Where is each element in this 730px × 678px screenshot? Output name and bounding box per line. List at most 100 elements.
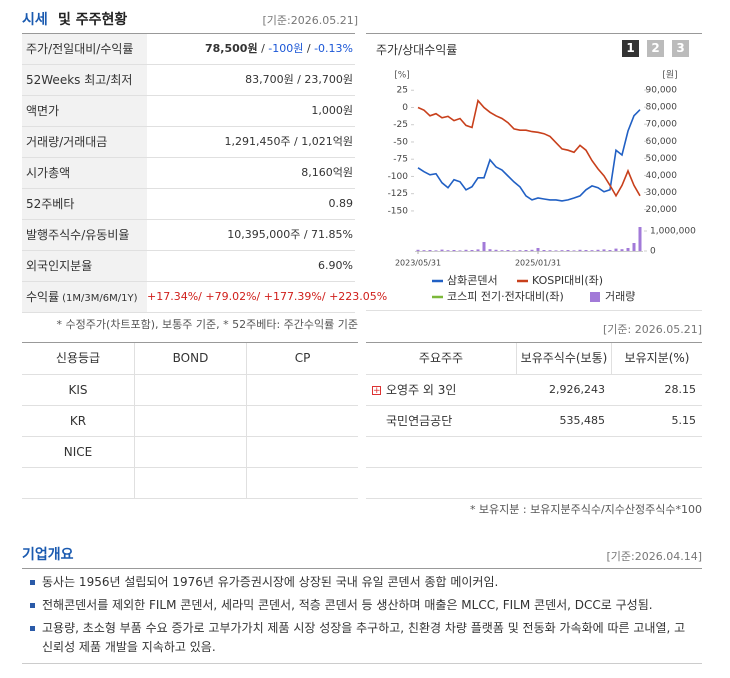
y-tick-label: -75 — [393, 155, 408, 165]
table-cell: KIS — [68, 383, 88, 397]
volume-bar — [422, 250, 426, 251]
axis-unit: [%] — [394, 71, 410, 81]
date-label: [기준:2026.04.14] — [606, 550, 702, 563]
table-row — [366, 468, 702, 499]
y2-tick-label: 60,000 — [646, 137, 678, 147]
section-title: 및 주주현황 — [58, 12, 128, 28]
holder-value: 28.15 — [664, 383, 697, 396]
chart-button[interactable]: 2 — [647, 40, 664, 57]
overview-text: 고용량, 초소형 부품 수요 증가로 고부가가치 제품 시장 성장을 추구하고,… — [42, 621, 686, 654]
section-title: 기업개요 — [22, 547, 74, 563]
footnote: * 수정주가(차트포함), 보통주 기준, * 52주베타: 주간수익률 기준 — [56, 318, 358, 331]
series-line — [417, 98, 641, 198]
stat-value: 8,160억원 — [147, 158, 355, 188]
stat-value: 6.90% — [147, 251, 355, 281]
volume-bar — [584, 250, 588, 251]
volume-bar — [548, 250, 552, 251]
volume-bar — [590, 250, 594, 251]
volume-bar — [578, 249, 582, 251]
stat-row: 외국인지분율 6.90% — [22, 251, 355, 282]
volume-bar — [626, 248, 630, 251]
volume-bar — [566, 250, 570, 251]
overview-box: 동사는 1956년 설립되어 1976년 유가증권시장에 상장된 국내 유일 콘… — [22, 568, 702, 664]
stat-value-part: 1,291,450주 / 1,021억원 — [224, 135, 353, 148]
y-tick-label: 0 — [402, 103, 408, 113]
bullet — [30, 580, 35, 585]
volume-bar — [488, 249, 492, 251]
stat-label: 액면가 — [22, 96, 147, 126]
y2-tick-label: 90,000 — [646, 86, 678, 96]
overview-text: 동사는 1956년 설립되어 1976년 유가증권시장에 상장된 국내 유일 콘… — [42, 575, 499, 589]
footnote: * 보유지분 : 보유지분주식수/지수산정주식수*100 — [469, 503, 702, 516]
volume-bar — [434, 250, 438, 251]
table-cell: 국민연금공단 — [366, 406, 516, 436]
section-title: 시세 — [22, 12, 48, 28]
chart-button[interactable]: 1 — [622, 40, 639, 57]
holders-table: 주요주주 보유주식수(보통) 보유지분(%) + 오영주 외 3인 2,926,243 28… — [366, 342, 702, 499]
stat-value-part: 83,700원 / 23,700원 — [245, 73, 353, 86]
table-row: NICE — [22, 437, 358, 468]
volume-bar — [452, 250, 456, 251]
volume-bar — [440, 249, 444, 251]
legend-label: 코스피 전기·전자대비(좌) — [447, 290, 564, 303]
expand-icon[interactable]: + — [372, 386, 381, 396]
y2-tick-label: 30,000 — [646, 188, 678, 198]
stat-row: 52주베타 0.89 — [22, 189, 355, 220]
table-cell: 5.15 — [611, 406, 702, 436]
credit-table: 신용등급 BOND CP KIS KR NICE — [22, 342, 358, 499]
stat-row: 주가/전일대비/수익률 78,500원 / -100원 / -0.13% — [22, 34, 355, 65]
stat-value: 1,291,450주 / 1,021억원 — [147, 127, 355, 157]
holder-name: 오영주 외 3인 — [386, 383, 457, 397]
volume-bar — [614, 248, 618, 251]
overview-item: 고용량, 초소형 부품 수요 증가로 고부가가치 제품 시장 성장을 추구하고,… — [22, 619, 702, 657]
overview-text: 전해콘덴서를 제외한 FILM 콘덴서, 세라믹 콘덴서, 적층 콘덴서 등 생… — [42, 598, 653, 612]
table-cell: 28.15 — [611, 375, 702, 405]
stat-row: 발행주식수/유동비율 10,395,000주 / 71.85% — [22, 220, 355, 251]
volume-bar — [494, 249, 498, 251]
table-row — [22, 468, 358, 499]
volume-bar — [542, 250, 546, 251]
overview-item: 전해콘덴서를 제외한 FILM 콘덴서, 세라믹 콘덴서, 적층 콘덴서 등 생… — [22, 596, 702, 615]
y-tick-label: -100 — [388, 172, 409, 182]
x-tick-label: 2025/01/31 — [515, 259, 561, 268]
table-header: 주요주주 — [418, 351, 464, 365]
table-row — [366, 437, 702, 468]
stat-value: 10,395,000주 / 71.85% — [147, 220, 355, 250]
bullet — [30, 626, 35, 631]
table-cell: KR — [69, 414, 87, 428]
volume-bar — [602, 249, 606, 251]
volume-bar — [428, 250, 432, 251]
table-cell: 535,485 — [516, 406, 611, 436]
x-tick-label: 2023/05/31 — [395, 259, 441, 268]
y-tick-label: 25 — [397, 86, 408, 96]
table-cell — [134, 406, 246, 436]
stat-label: 수익률 (1M/3M/6M/1Y) — [22, 282, 147, 312]
y2-tick-label: 80,000 — [646, 103, 678, 113]
table-cell — [366, 468, 516, 498]
table-cell — [134, 375, 246, 405]
stat-row: 52Weeks 최고/최저 83,700원 / 23,700원 — [22, 65, 355, 96]
table-cell — [246, 468, 358, 498]
stat-label: 52주베타 — [22, 189, 147, 219]
stat-row: 수익률 (1M/3M/6M/1Y) +17.34%/ +79.02%/ +177.3… — [22, 282, 387, 313]
series-line — [417, 109, 641, 202]
table-cell — [611, 437, 702, 467]
volume-bar — [446, 250, 450, 251]
table-header: 신용등급 — [55, 351, 101, 365]
y2-tick-label: 50,000 — [646, 154, 678, 164]
volume-bar — [470, 250, 474, 251]
table-cell: NICE — [63, 445, 93, 459]
chart-button[interactable]: 3 — [672, 40, 689, 57]
volume-bar — [416, 249, 420, 251]
stat-row: 거래량/거래대금 1,291,450주 / 1,021억원 — [22, 127, 355, 158]
y2-tick-label: 40,000 — [646, 171, 678, 181]
volume-bar — [572, 250, 576, 251]
stat-label: 시가총액 — [22, 158, 147, 188]
chart-panel — [366, 33, 702, 311]
overview-item: 동사는 1956년 설립되어 1976년 유가증권시장에 상장된 국내 유일 콘… — [22, 573, 702, 592]
volume-bar — [638, 227, 642, 251]
date-label: [기준: 2026.05.21] — [602, 323, 702, 336]
chart-title: 주가/상대수익률 — [376, 43, 458, 57]
volume-bar — [458, 250, 462, 251]
